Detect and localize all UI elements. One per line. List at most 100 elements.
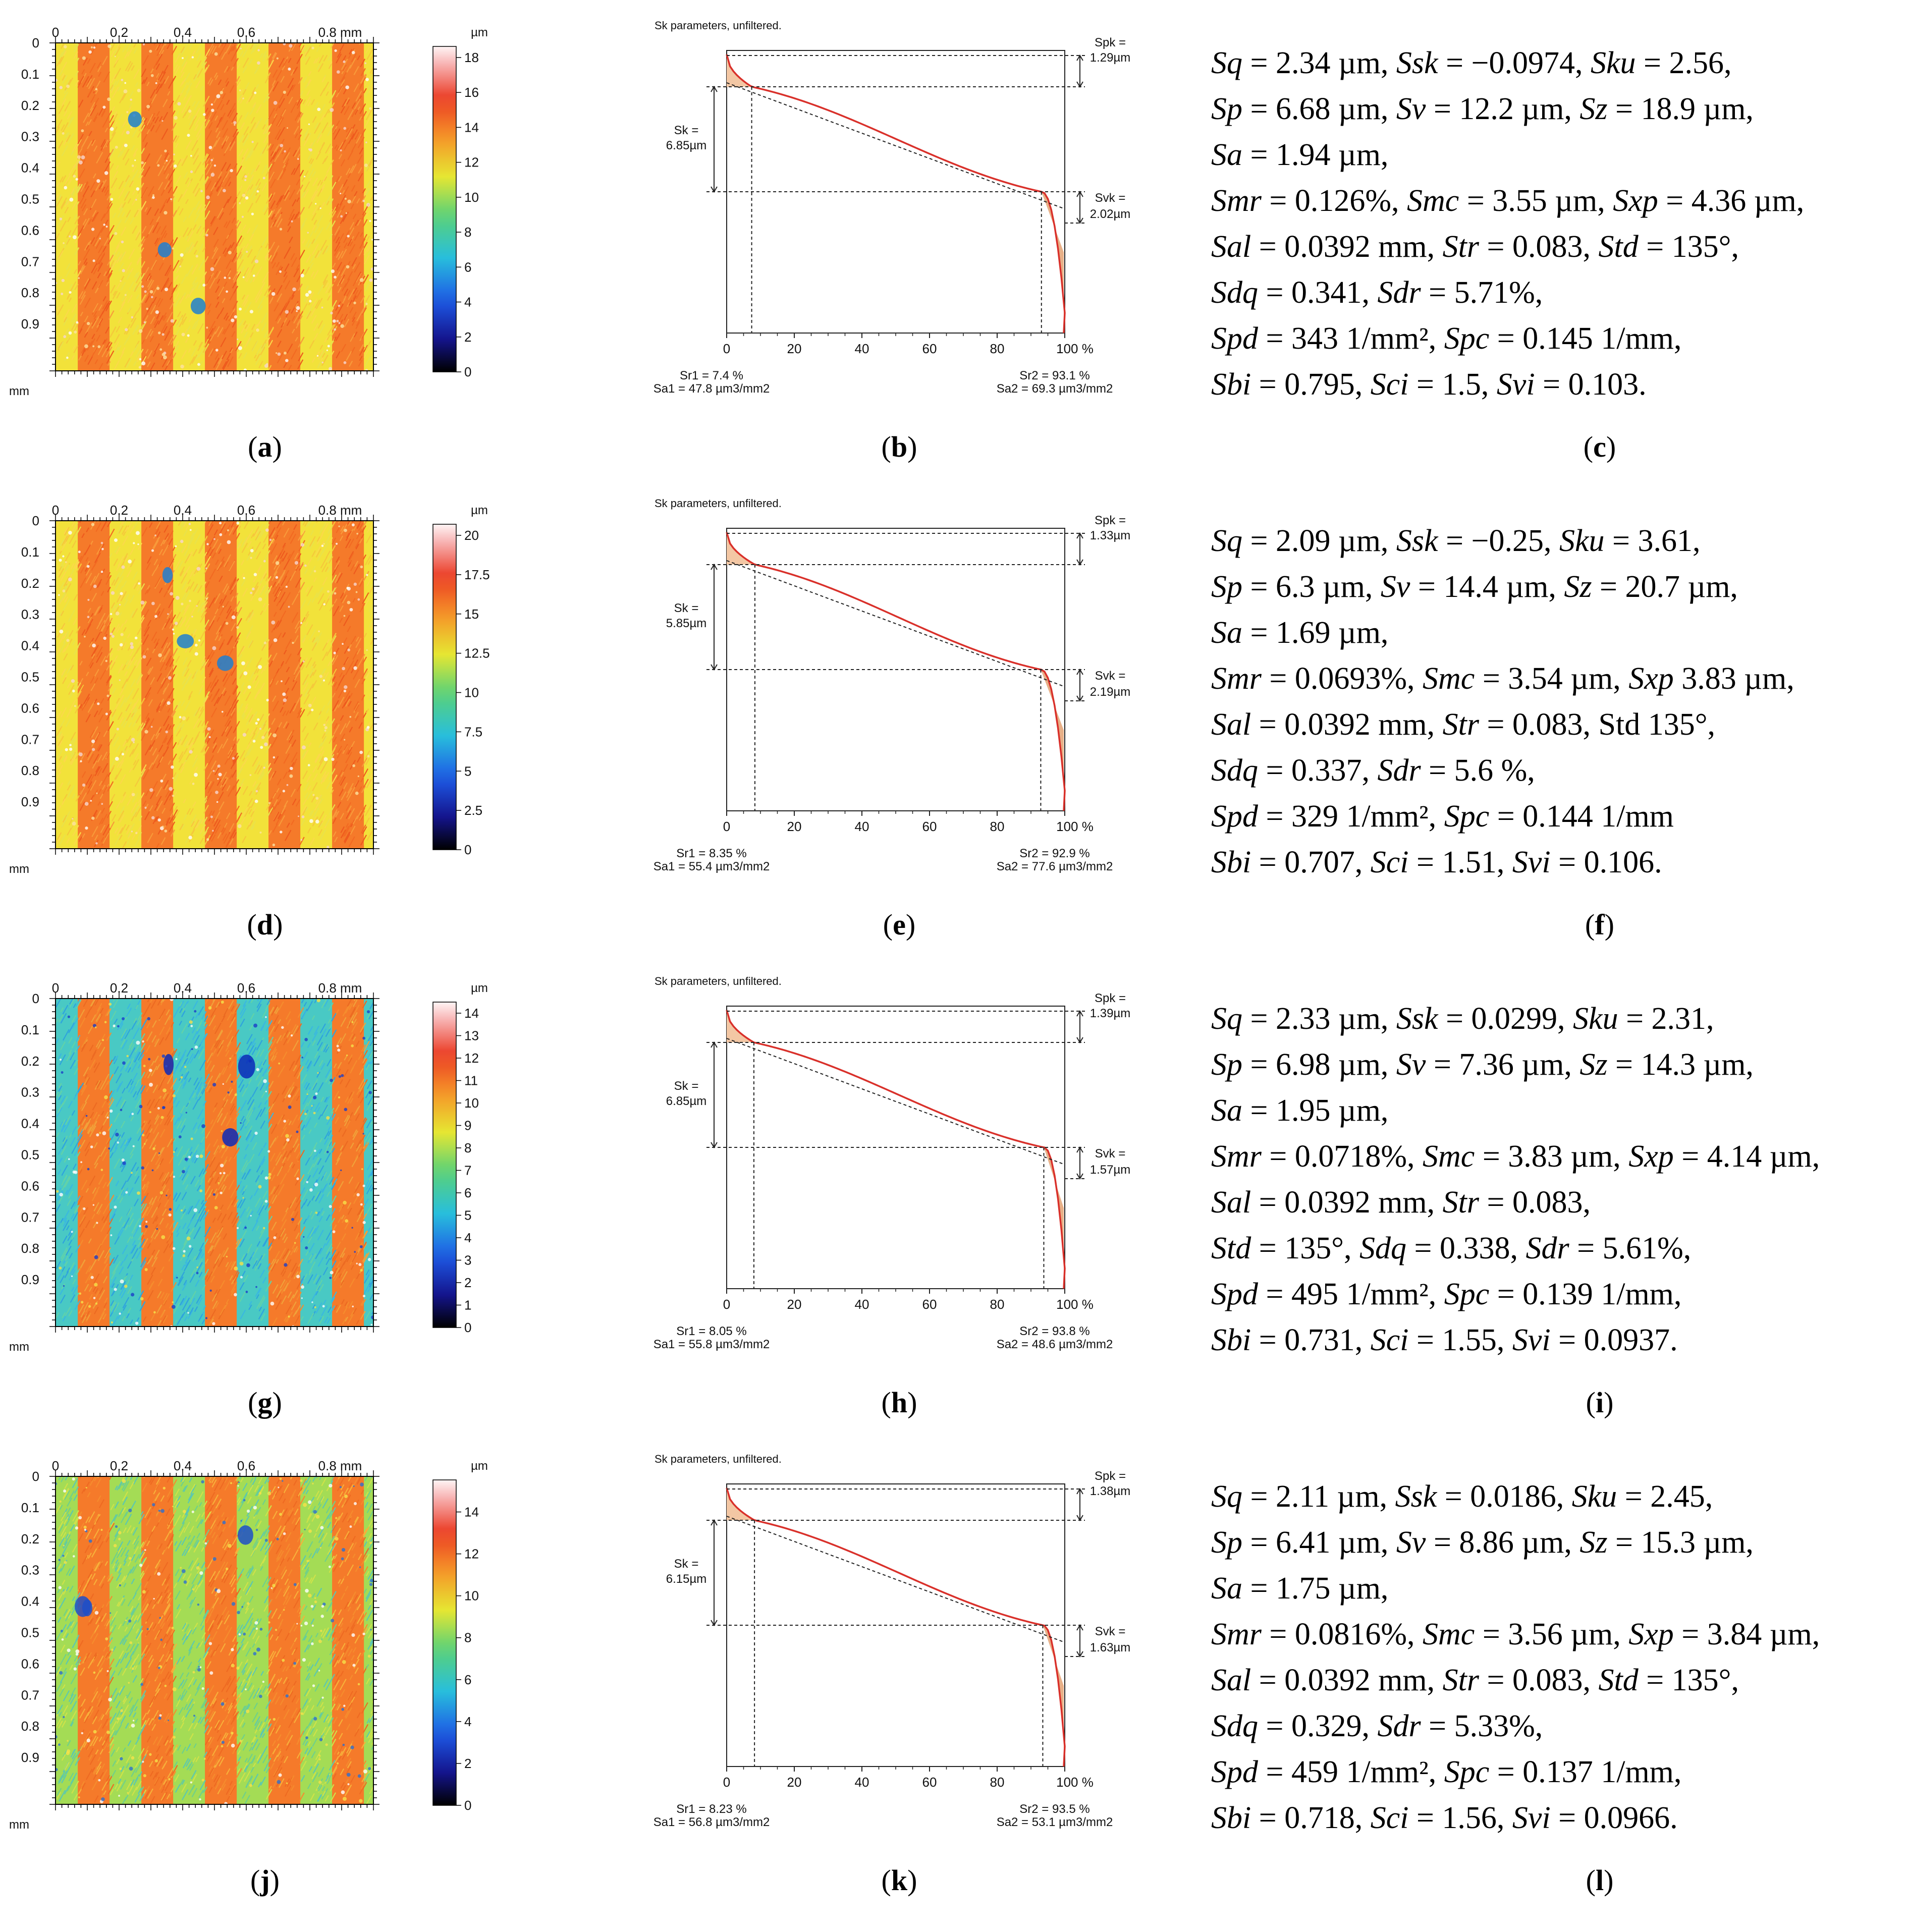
colorbar-tick-label: 2 (464, 1275, 471, 1290)
caption-params: (i) (1586, 1386, 1614, 1419)
parameter-line: Sa = 1.69 µm, (1211, 610, 1902, 656)
peak-area (727, 54, 752, 87)
map-y-tick-label: 0.3 (21, 1563, 39, 1578)
sa2-text: Sa2 = 69.3 µm3/mm2 (997, 382, 1113, 396)
parameter-line: Sa = 1.75 µm, (1211, 1566, 1902, 1612)
colorbar-tick-label: 14 (464, 1505, 479, 1520)
parameter-line: Sa = 1.95 µm, (1211, 1088, 1902, 1134)
colorbar-tick-label: 10 (464, 1588, 479, 1604)
spk-value: 1.33µm (1090, 529, 1131, 542)
map-y-tick-label: 0.4 (21, 1116, 39, 1131)
abbott-x-tick-label: 40 (855, 1775, 869, 1790)
abbott-x-tick-label: 100 % (1056, 819, 1094, 834)
parameter-line: Sdq = 0.329, Sdr = 5.33%, (1211, 1703, 1902, 1749)
abbott-firestone-chart: Sk parameters, unfiltered.Sk =6.85µmSpk … (641, 20, 1171, 419)
sa1-text: Sa1 = 56.8 µm3/mm2 (653, 1815, 770, 1829)
sr2-text: Sr2 = 92.9 % (1019, 847, 1089, 860)
svk-label: Svk = (1095, 1625, 1126, 1638)
parameter-line: Sp = 6.68 µm, Sv = 12.2 µm, Sz = 18.9 µm… (1211, 86, 1902, 132)
map-texture (46, 988, 397, 1328)
map-y-tick-label: 0.9 (21, 1272, 39, 1287)
map-y-tick-label: 0.8 (21, 763, 39, 778)
sa1-text: Sa1 = 55.4 µm3/mm2 (653, 860, 770, 873)
colorbar (433, 46, 456, 372)
caption-letter: c (1593, 430, 1606, 463)
map-y-tick-label: 0.6 (21, 700, 39, 715)
surface-parameters: Sq = 2.33 µm, Ssk = 0.0299, Sku = 2.31,S… (1211, 996, 1902, 1363)
map-y-tick-label: 0.5 (21, 670, 39, 685)
bearing-curve (727, 1010, 1065, 1289)
map-y-tick-label: 0.8 (21, 1241, 39, 1256)
colorbar (433, 524, 456, 850)
map-y-tick-label: 0.6 (21, 1178, 39, 1193)
peak-area (727, 532, 755, 565)
abbott-x-tick-label: 100 % (1056, 341, 1094, 356)
map-y-tick-label: 0.5 (21, 192, 39, 207)
sr1-text: Sr1 = 8.05 % (676, 1324, 746, 1338)
colorbar (433, 1480, 456, 1805)
parameter-line: Sal = 0.0392 mm, Str = 0.083, Std 135°, (1211, 702, 1902, 748)
svk-value: 1.63µm (1090, 1641, 1131, 1654)
map-y-tick-label: 0.2 (21, 576, 39, 591)
parameter-line: Std = 135°, Sdq = 0.338, Sdr = 5.61%, (1211, 1226, 1902, 1272)
map-y-tick-label: 0.3 (21, 129, 39, 144)
colorbar-tick-label: 3 (464, 1253, 471, 1268)
sk-label: Sk = (674, 601, 699, 615)
parameter-line: Spd = 343 1/mm², Spc = 0.145 1/mm, (1211, 316, 1902, 362)
sa2-text: Sa2 = 77.6 µm3/mm2 (997, 860, 1113, 873)
map-x-tick-label: 0.8 mm (318, 980, 362, 996)
caption-letter: e (893, 908, 906, 941)
spk-value: 1.39µm (1090, 1007, 1131, 1020)
colorbar-tick-label: 6 (464, 1185, 471, 1200)
map-y-tick-label: 0.7 (21, 1209, 39, 1225)
parameter-line: Smr = 0.0693%, Smc = 3.54 µm, Sxp 3.83 µ… (1211, 656, 1902, 702)
colorbar-tick-label: 7.5 (464, 724, 482, 739)
map-y-tick-label: 0.8 (21, 1719, 39, 1734)
parameter-line: Spd = 329 1/mm², Spc = 0.144 1/mm (1211, 794, 1902, 840)
colorbar-tick-label: 0 (464, 364, 471, 379)
peak-area (727, 1010, 754, 1042)
map-y-tick-label: 0 (32, 35, 39, 50)
caption-abbott: (e) (883, 908, 915, 942)
colorbar-unit: µm (471, 504, 488, 517)
valley-area (1044, 1147, 1065, 1289)
spk-label: Spk = (1095, 991, 1126, 1005)
sa2-text: Sa2 = 48.6 µm3/mm2 (997, 1338, 1113, 1351)
colorbar-tick-label: 8 (464, 1630, 471, 1645)
map-y-tick-label: 0.4 (21, 160, 39, 176)
abbott-x-tick-label: 60 (922, 341, 937, 356)
abbott-x-tick-label: 100 % (1056, 1297, 1094, 1312)
map-x-tick-label: 0.8 mm (318, 503, 362, 518)
caption-letter: l (1596, 1864, 1604, 1897)
sk-value: 5.85µm (666, 617, 707, 630)
equivalent-line (727, 1038, 1065, 1165)
abbott-x-tick-label: 40 (855, 1297, 869, 1312)
parameter-line: Sbi = 0.718, Sci = 1.56, Svi = 0.0966. (1211, 1795, 1902, 1841)
parameter-line: Sbi = 0.795, Sci = 1.5, Svi = 0.103. (1211, 362, 1902, 408)
sk-value: 6.15µm (666, 1572, 707, 1586)
map-y-unit: mm (9, 1818, 29, 1832)
caption-params: (f) (1585, 908, 1614, 942)
abbott-x-tick-label: 80 (990, 819, 1005, 834)
map-y-tick-label: 0.9 (21, 794, 39, 809)
colorbar-unit: µm (471, 26, 488, 39)
chart-title: Sk parameters, unfiltered. (655, 976, 782, 987)
bearing-curve (727, 532, 1065, 811)
colorbar-tick-label: 15 (464, 606, 479, 622)
colorbar-tick-label: 10 (464, 685, 479, 700)
valley-area (1043, 1625, 1065, 1767)
colorbar-tick-label: 0 (464, 1320, 471, 1335)
sk-label: Sk = (674, 124, 699, 137)
map-y-tick-label: 0 (32, 991, 39, 1006)
map-y-unit: mm (9, 1340, 29, 1354)
colorbar-tick-label: 5 (464, 763, 471, 779)
caption-params: (c) (1584, 430, 1616, 464)
colorbar-tick-label: 10 (464, 1095, 479, 1111)
colorbar-tick-label: 4 (464, 1230, 471, 1245)
map-y-tick-label: 0.1 (21, 67, 39, 82)
chart-title: Sk parameters, unfiltered. (655, 20, 782, 32)
colorbar-unit: µm (471, 981, 488, 995)
colorbar-tick-label: 12 (464, 1547, 479, 1562)
